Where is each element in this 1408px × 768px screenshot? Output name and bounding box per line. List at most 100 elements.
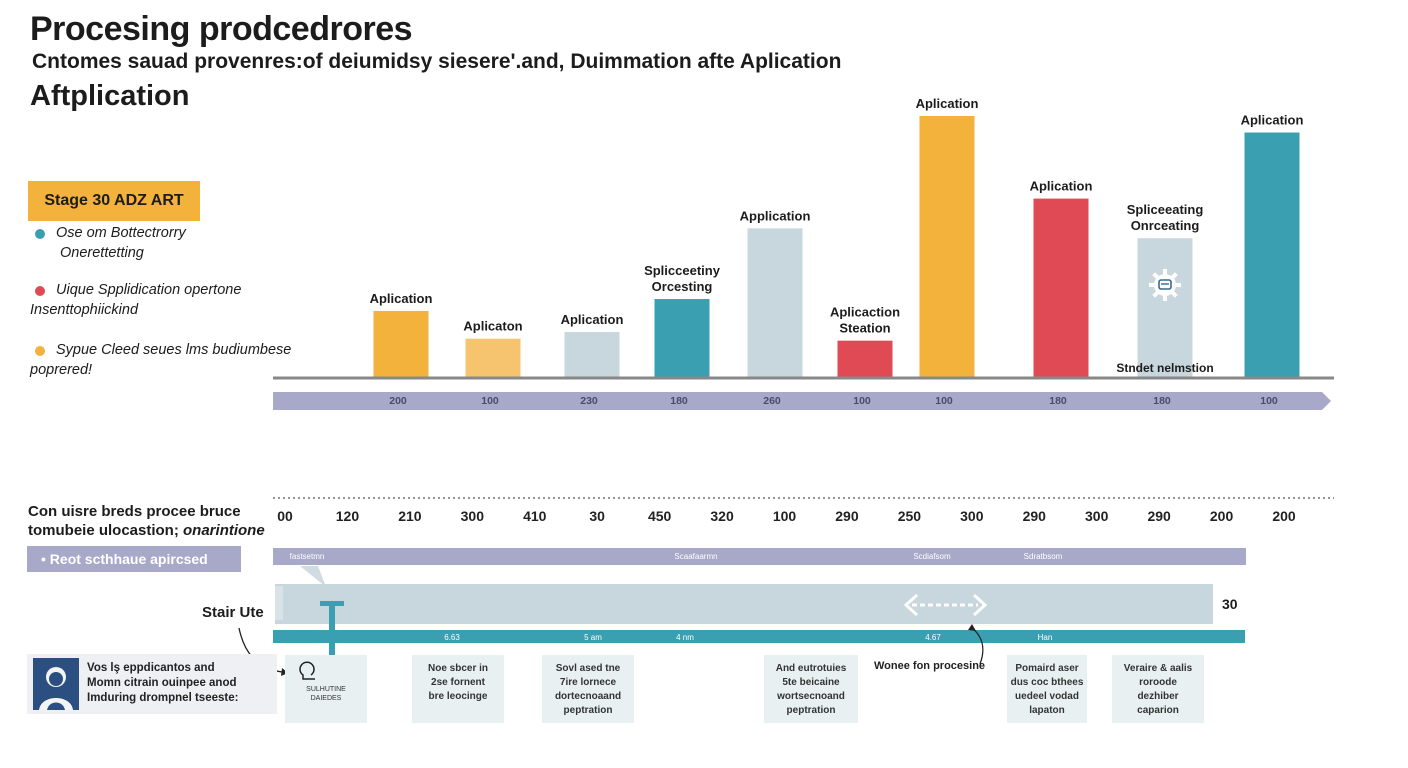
note-line: dus coc bthees xyxy=(1010,677,1084,688)
axis-value-2: 100 xyxy=(481,395,499,407)
bar-label-1: Aplication xyxy=(370,291,433,306)
legend-label: Ose om Bottectrorry xyxy=(56,225,186,241)
note-line: roroode xyxy=(1139,677,1177,688)
progress-track xyxy=(275,584,1213,624)
lower-label-3: 4 nm xyxy=(676,633,694,642)
page-subtitle: Cntomes sauad provenres:of deiumidsy sie… xyxy=(32,50,842,73)
bar-6 xyxy=(837,340,893,377)
note-card-6: Veraire & aalis roroode dezhiber capario… xyxy=(1112,655,1204,723)
person-line: Vos lş eppdicantos and xyxy=(87,662,215,674)
lower-title-line2: tomubeie ulocastion; xyxy=(28,522,179,539)
page-title: Procesing prodcedrores xyxy=(30,10,413,48)
note-line: 5te beicaine xyxy=(782,677,840,688)
lower-label-5: Han xyxy=(1038,633,1053,642)
t-marker-top xyxy=(320,601,344,606)
axis-value-6: 100 xyxy=(853,395,871,407)
lower-section-title: Con uisre breds procee bruce tomubeie ul… xyxy=(28,502,268,540)
person-line: Imduring drompnel tseeste: xyxy=(87,692,239,704)
bar-label-6: Aplicaction xyxy=(830,305,900,320)
bar-label-8: Aplication xyxy=(1030,179,1093,194)
note-line: 2se fornent xyxy=(431,677,485,688)
lower-labels-layer: 6.63 5 am 4 nm 4.67 Han xyxy=(444,633,1052,642)
timeline-tick-11: 250 xyxy=(898,508,922,524)
bar-5 xyxy=(747,228,803,377)
avatar xyxy=(33,658,79,710)
note-card-4: And eutrotuies 5te beicaine wortsecnoand… xyxy=(764,655,858,723)
gear-icon xyxy=(1148,268,1182,302)
note-card-3: Sovl ased tne 7ire lornece dortecnoaand … xyxy=(542,655,634,723)
note-line: dortecnoaand xyxy=(554,691,622,702)
timeline-tick-1: 00 xyxy=(277,508,293,524)
note-line: wortsecnoand xyxy=(777,691,845,702)
lower-title-italic: onarintione xyxy=(183,522,265,539)
axis-value-3: 230 xyxy=(580,395,598,407)
bar-2 xyxy=(465,338,521,377)
phase-labels-layer: fastsetmn Scaafaarmn Scdiafsom Sdratbsom xyxy=(290,552,1063,561)
phase-label-4: Sdratbsom xyxy=(1024,552,1063,561)
timeline-tick-17: 200 xyxy=(1272,508,1296,524)
timeline-tick-9: 100 xyxy=(773,508,797,524)
note-line: uedeel vodad xyxy=(1015,691,1079,702)
bar-label-5: Application xyxy=(740,208,811,223)
note-line: SULHUTINE xyxy=(306,686,346,693)
callout-wedge xyxy=(300,566,326,587)
note-line: And eutrotuies xyxy=(775,663,847,674)
axis-values-layer: 200 100 230 180 260 100 100 180 180 100 xyxy=(389,395,1278,407)
bars-layer: Aplication Aplicaton Aplication Splicceetin… xyxy=(370,96,1304,377)
t-marker-stem xyxy=(329,604,335,676)
note-line: peptration xyxy=(786,705,836,716)
bar-4 xyxy=(654,299,710,377)
timeline-tick-5: 410 xyxy=(523,508,547,524)
callout-label: Wonee fon procesine xyxy=(874,660,986,672)
legend-item-yellow: Sypue Cleed seues lms budiumbese poprere… xyxy=(30,340,310,380)
stage-badge: Stage 30 ADZ ART xyxy=(28,181,200,221)
bar-3 xyxy=(564,332,620,377)
bar-label-4: Orcesting xyxy=(652,279,713,294)
timeline-tick-16: 200 xyxy=(1210,508,1234,524)
track-value: 30 xyxy=(1222,596,1238,612)
bar-9 xyxy=(1137,238,1193,377)
bar-10 xyxy=(1244,132,1300,377)
timeline-ticks-layer: 00 120 210 300 410 30 450 320 100 290 250 300 290 300… xyxy=(277,508,1296,524)
legend-label: Onerettetting xyxy=(60,245,144,261)
note-line: 7ire lornece xyxy=(559,677,617,688)
teal-dot-icon xyxy=(35,229,45,239)
bar-8 xyxy=(1033,198,1089,377)
timeline-tick-10: 290 xyxy=(835,508,859,524)
bar-label-7: Aplication xyxy=(916,96,979,111)
timeline-tick-6: 30 xyxy=(589,508,605,524)
note-line: Sovl ased tne xyxy=(555,663,621,674)
note-card-1: SULHUTINE DAIEDES xyxy=(285,655,367,723)
legend-item-red: Uique Spplidication opertone Insenttophi… xyxy=(30,280,310,320)
stair-label: Stair Ute xyxy=(202,604,264,621)
timeline-tick-2: 120 xyxy=(336,508,360,524)
timeline-tick-12: 300 xyxy=(960,508,984,524)
note-line: bre leocinge xyxy=(428,691,488,702)
bar-label-4: Splicceetiny xyxy=(644,263,721,278)
lower-title-line1: Con uisre breds procee bruce xyxy=(28,503,241,520)
axis-value-1: 200 xyxy=(389,395,407,407)
axis-value-9: 180 xyxy=(1153,395,1171,407)
note-line: Veraire & aalis xyxy=(1123,663,1193,674)
note-card-2: Noe sbcer in 2se fornent bre leocinge xyxy=(412,655,504,723)
bar-label-9: Onrceating xyxy=(1131,218,1200,233)
red-dot-icon xyxy=(35,286,45,296)
lower-label-1: 6.63 xyxy=(444,633,460,642)
timeline-tick-14: 300 xyxy=(1085,508,1109,524)
bar-annotation: Stndet nelmstion xyxy=(1116,361,1213,375)
note-line: peptration xyxy=(563,705,613,716)
axis-value-4: 180 xyxy=(670,395,688,407)
phase-label-1: fastsetmn xyxy=(290,552,325,561)
bar-label-3: Aplication xyxy=(561,312,624,327)
timeline-tick-8: 320 xyxy=(710,508,734,524)
legend-label: Uique Spplidication opertone xyxy=(56,282,242,298)
phase-label-2: Scaafaarmn xyxy=(674,552,717,561)
bar-label-10: Aplication xyxy=(1241,113,1304,128)
lower-timeline-band xyxy=(273,630,1245,643)
timeline-tick-15: 290 xyxy=(1147,508,1171,524)
bar-label-9: Spliceeating xyxy=(1127,202,1204,217)
note-line: dezhiber xyxy=(1137,691,1179,702)
note-card-5: Pomaird aser dus coc bthees uedeel vodad… xyxy=(1007,655,1087,723)
person-card: Vos lş eppdicantos and Momn citrain ouin… xyxy=(27,654,277,714)
